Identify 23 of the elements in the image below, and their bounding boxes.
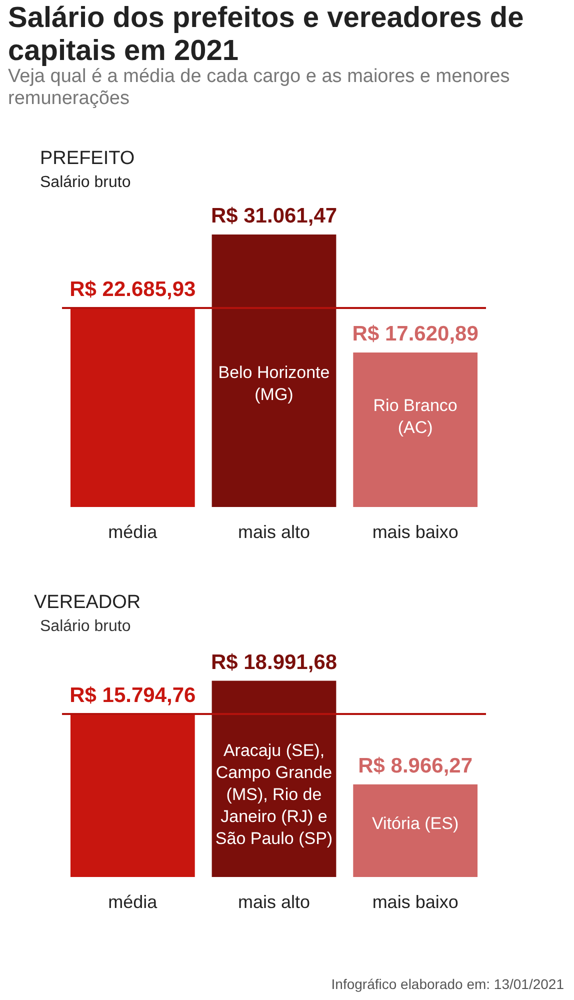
data-label: R$ 8.966,27: [358, 754, 473, 778]
text: PREFEITO: [40, 148, 135, 170]
data-label: R$ 15.794,76: [70, 684, 196, 707]
chart-subtitle: Veja qual é a média de cada cargo e as maiores e menores remunerações: [8, 66, 511, 110]
annotation: Vitória (ES): [371, 813, 460, 836]
chart-title: VEREADOR: [34, 592, 142, 614]
x-tick-label: mais alto: [238, 522, 310, 542]
chart-subtitle: Salário bruto: [40, 618, 132, 636]
x-tick-label: média: [108, 892, 158, 912]
annotation: Rio Branco (AC): [372, 395, 458, 440]
text: Salário bruto: [40, 174, 131, 192]
x-tick-label: mais baixo: [372, 892, 458, 912]
x-tick-label: mais alto: [238, 892, 310, 912]
data-label: R$ 31.061,47: [210, 204, 338, 228]
data-label: R$ 22.685,93: [70, 278, 196, 302]
data-label: R$ 17.620,89: [352, 322, 478, 346]
x-tick-label: média: [108, 522, 158, 542]
chart-title: Salário dos prefeitos e vereadores de capitais em 2021: [8, 2, 525, 68]
text: Infográfico elaborado em: 13/01/2021: [331, 976, 564, 992]
x-tick-label: mais baixo: [372, 522, 458, 542]
annotation: Belo Horizonte (MG): [217, 362, 331, 406]
data-label: R$ 18.991,68: [210, 650, 338, 674]
annotation: Aracaju (SE), Campo Grande (MS), Rio de Janeiro (RJ) e São Paulo (SP): [215, 740, 333, 850]
